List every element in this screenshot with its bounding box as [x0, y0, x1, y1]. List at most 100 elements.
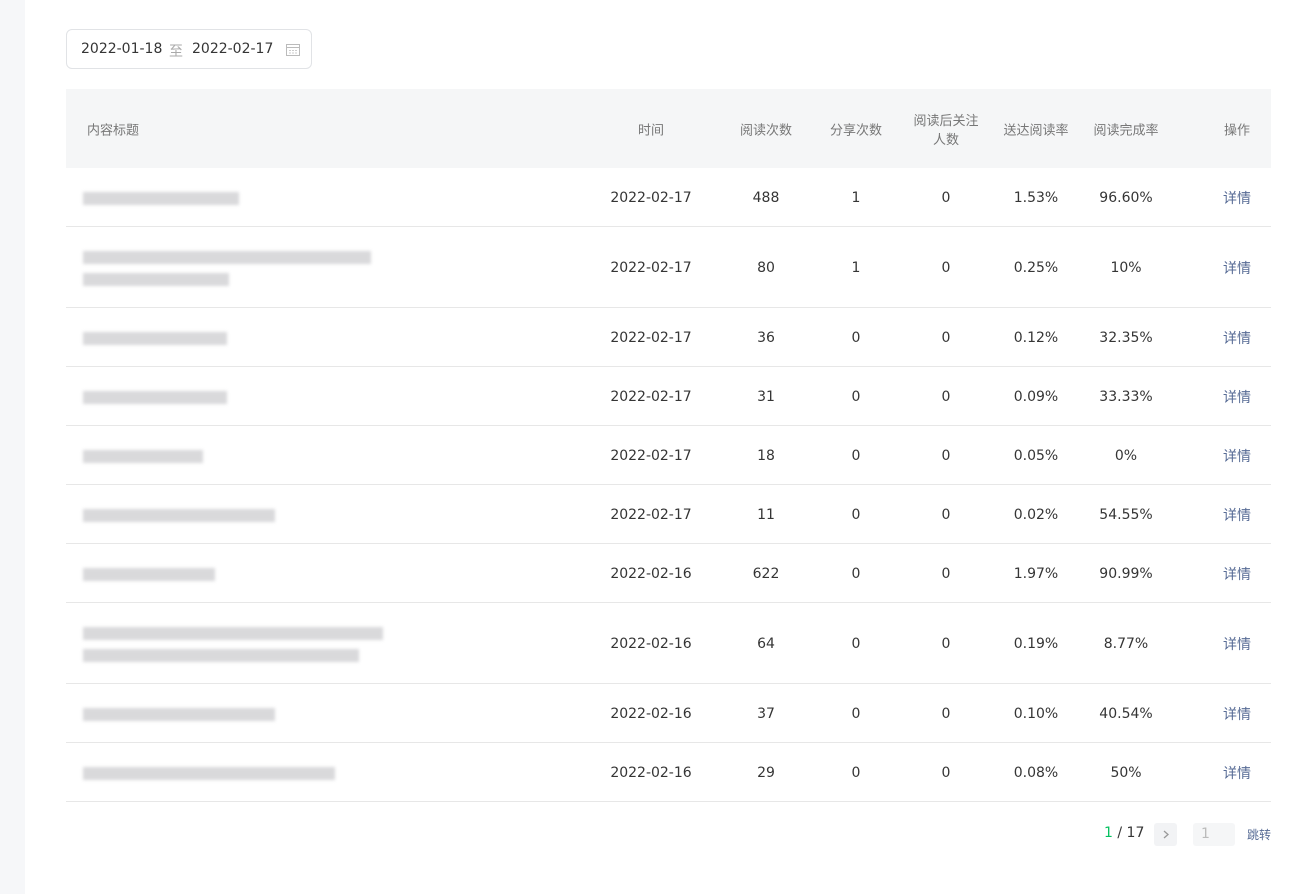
table-cell: 0 [941, 329, 951, 346]
table-cell: 2022-02-17 [610, 329, 692, 346]
table-cell: 2022-02-16 [610, 764, 692, 781]
table-cell: 10% [1110, 259, 1142, 276]
table-cell: 1.97% [1013, 565, 1059, 582]
table-cell: 0 [941, 635, 951, 652]
table-cell: 0 [941, 447, 951, 464]
table-cell: 0 [851, 764, 861, 781]
table-cell: 18 [757, 447, 775, 464]
table-cell: 0 [941, 189, 951, 206]
table-cell: 0 [941, 764, 951, 781]
detail-link[interactable]: 详情 [1223, 706, 1251, 723]
end-date: 2022-02-17 [192, 41, 274, 57]
table-cell: 32.35% [1099, 329, 1153, 346]
table-header: 内容标题 时间 阅读次数 分享次数 阅读后关注人数 送达阅读率 阅读完成率 操作 [66, 89, 1271, 168]
column-header: 内容标题 [87, 123, 140, 139]
blurred-title [83, 272, 229, 286]
detail-link[interactable]: 详情 [1223, 389, 1251, 406]
table-cell: 0.02% [1013, 506, 1059, 523]
page-indicator: 1 / 17 [1104, 825, 1144, 841]
table-cell: 11 [757, 506, 775, 523]
blurred-title [83, 626, 383, 640]
table-cell: 622 [752, 565, 780, 582]
column-header: 分享次数 [829, 123, 883, 139]
table-cell: 2022-02-17 [610, 447, 692, 464]
table-row: 2022-02-16 64 0 0 0.19% 8.77% 详情 [66, 603, 1271, 684]
table-cell: 29 [757, 764, 775, 781]
table-cell: 0.09% [1013, 388, 1059, 405]
table-cell: 0 [941, 388, 951, 405]
detail-link[interactable]: 详情 [1223, 765, 1251, 782]
page-input[interactable]: 1 [1193, 823, 1235, 846]
column-header: 时间 [637, 123, 665, 139]
table-cell: 2022-02-17 [610, 189, 692, 206]
sidebar [0, 0, 25, 894]
detail-link[interactable]: 详情 [1223, 260, 1251, 277]
table-cell: 0 [941, 506, 951, 523]
blurred-title [83, 191, 239, 205]
table-row: 2022-02-16 29 0 0 0.08% 50% 详情 [66, 743, 1271, 802]
blurred-title [83, 390, 227, 404]
table-cell: 2022-02-17 [610, 506, 692, 523]
table-cell: 0.12% [1013, 329, 1059, 346]
blurred-title [83, 648, 359, 662]
blurred-title [83, 449, 203, 463]
column-header: 阅读次数 [739, 123, 793, 139]
table-cell: 64 [757, 635, 775, 652]
table-cell: 1 [851, 189, 861, 206]
blurred-title [83, 331, 227, 345]
detail-link[interactable]: 详情 [1223, 190, 1251, 207]
table-cell: 0 [851, 388, 861, 405]
blurred-title [83, 707, 275, 721]
table-cell: 50% [1110, 764, 1142, 781]
table-cell: 0.05% [1013, 447, 1059, 464]
detail-link[interactable]: 详情 [1223, 566, 1251, 583]
table-cell: 2022-02-16 [610, 705, 692, 722]
table-row: 2022-02-16 37 0 0 0.10% 40.54% 详情 [66, 684, 1271, 743]
start-date: 2022-01-18 [81, 41, 163, 57]
table-cell: 2022-02-16 [610, 635, 692, 652]
next-page-button[interactable] [1154, 823, 1177, 846]
page-input-placeholder: 1 [1201, 826, 1210, 842]
table-cell: 96.60% [1099, 189, 1153, 206]
table-cell: 0 [851, 565, 861, 582]
table-row: 2022-02-17 488 1 0 1.53% 96.60% 详情 [66, 168, 1271, 227]
table-cell: 0 [941, 259, 951, 276]
table-row: 2022-02-17 31 0 0 0.09% 33.33% 详情 [66, 367, 1271, 426]
blurred-title [83, 250, 371, 264]
jump-button[interactable]: 跳转 [1247, 828, 1272, 842]
table-cell: 0 [941, 565, 951, 582]
table-row: 2022-02-17 80 1 0 0.25% 10% 详情 [66, 227, 1271, 308]
chevron-icon [1163, 830, 1169, 839]
table-row: 2022-02-16 622 0 0 1.97% 90.99% 详情 [66, 544, 1271, 603]
table-cell: 0 [851, 635, 861, 652]
table-cell: 1 [851, 259, 861, 276]
blurred-title [83, 766, 335, 780]
table-cell: 36 [757, 329, 775, 346]
column-header: 操作 [1223, 123, 1251, 139]
table-cell: 0 [851, 506, 861, 523]
table-cell: 33.33% [1099, 388, 1153, 405]
blurred-title [83, 508, 275, 522]
table-cell: 0 [941, 705, 951, 722]
detail-link[interactable]: 详情 [1223, 330, 1251, 347]
table-cell: 2022-02-17 [610, 259, 692, 276]
table-cell: 90.99% [1099, 565, 1153, 582]
table-cell: 0 [851, 705, 861, 722]
detail-link[interactable]: 详情 [1223, 448, 1251, 465]
table-cell: 488 [752, 189, 780, 206]
calendar-icon [286, 44, 300, 56]
column-header: 阅读后关注人数 [913, 114, 979, 148]
detail-link[interactable]: 详情 [1223, 636, 1251, 653]
table-cell: 8.77% [1103, 635, 1149, 652]
total-pages: 17 [1126, 825, 1145, 841]
table-row: 2022-02-17 11 0 0 0.02% 54.55% 详情 [66, 485, 1271, 544]
table-cell: 54.55% [1099, 506, 1153, 523]
table-cell: 0 [851, 447, 861, 464]
date-separator: 至 [169, 44, 183, 60]
date-picker[interactable]: 2022-01-18 至 2022-02-17 [66, 29, 312, 69]
blurred-title [83, 567, 215, 581]
table-cell: 0% [1114, 447, 1138, 464]
table-cell: 1.53% [1013, 189, 1059, 206]
detail-link[interactable]: 详情 [1223, 507, 1251, 524]
